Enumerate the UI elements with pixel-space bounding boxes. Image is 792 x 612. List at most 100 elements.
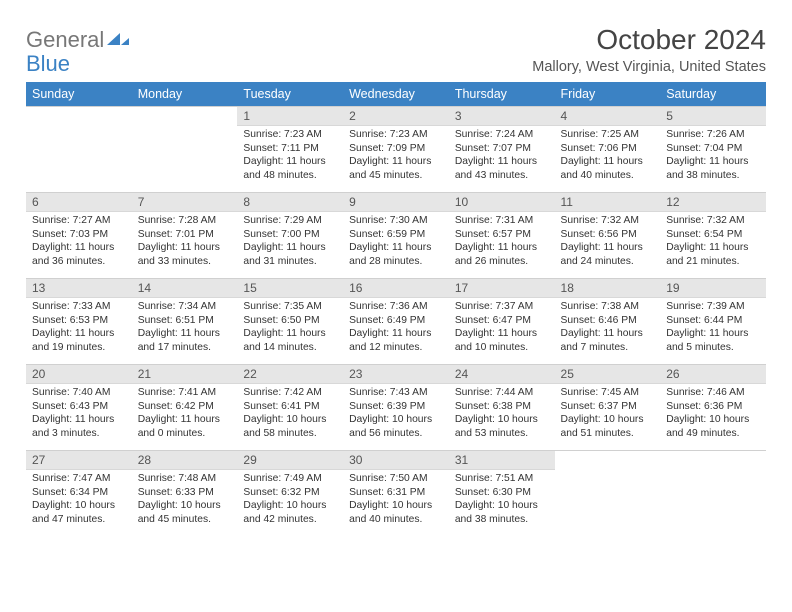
day-data: Sunrise: 7:46 AMSunset: 6:36 PMDaylight:… [660,384,766,444]
sunset-text: Sunset: 7:00 PM [243,228,337,242]
day-data: Sunrise: 7:35 AMSunset: 6:50 PMDaylight:… [237,298,343,358]
day-data: Sunrise: 7:44 AMSunset: 6:38 PMDaylight:… [449,384,555,444]
daylight-text-2: and 56 minutes. [349,427,443,441]
daylight-text-2: and 45 minutes. [138,513,232,527]
sunrise-text: Sunrise: 7:30 AM [349,214,443,228]
sunset-text: Sunset: 6:39 PM [349,400,443,414]
logo-mark-icon [107,34,129,51]
day-data: Sunrise: 7:24 AMSunset: 7:07 PMDaylight:… [449,126,555,186]
day-data: Sunrise: 7:23 AMSunset: 7:09 PMDaylight:… [343,126,449,186]
sunset-text: Sunset: 7:09 PM [349,142,443,156]
day-number: 27 [26,450,132,470]
sunset-text: Sunset: 6:36 PM [666,400,760,414]
logo-word2: Blue [26,51,70,76]
daylight-text-2: and 58 minutes. [243,427,337,441]
sunset-text: Sunset: 6:30 PM [455,486,549,500]
sunrise-text: Sunrise: 7:44 AM [455,386,549,400]
day-number: 1 [237,106,343,126]
day-data: Sunrise: 7:34 AMSunset: 6:51 PMDaylight:… [132,298,238,358]
calendar-cell: 5Sunrise: 7:26 AMSunset: 7:04 PMDaylight… [660,106,766,192]
daylight-text-2: and 21 minutes. [666,255,760,269]
sunrise-text: Sunrise: 7:51 AM [455,472,549,486]
day-number: 12 [660,192,766,212]
sunset-text: Sunset: 7:01 PM [138,228,232,242]
daylight-text-1: Daylight: 10 hours [561,413,655,427]
day-number: 13 [26,278,132,298]
daylight-text-1: Daylight: 11 hours [243,327,337,341]
day-number: 23 [343,364,449,384]
day-data: Sunrise: 7:32 AMSunset: 6:54 PMDaylight:… [660,212,766,272]
daylight-text-1: Daylight: 10 hours [349,413,443,427]
calendar-cell: 2Sunrise: 7:23 AMSunset: 7:09 PMDaylight… [343,106,449,192]
sunrise-text: Sunrise: 7:28 AM [138,214,232,228]
empty-cell [555,450,661,469]
calendar-cell [26,106,132,192]
sunrise-text: Sunrise: 7:48 AM [138,472,232,486]
daylight-text-2: and 3 minutes. [32,427,126,441]
daylight-text-2: and 49 minutes. [666,427,760,441]
sunrise-text: Sunrise: 7:45 AM [561,386,655,400]
day-header: Wednesday [343,82,449,106]
daylight-text-2: and 48 minutes. [243,169,337,183]
calendar-cell: 9Sunrise: 7:30 AMSunset: 6:59 PMDaylight… [343,192,449,278]
calendar-table: SundayMondayTuesdayWednesdayThursdayFrid… [26,82,766,536]
daylight-text-1: Daylight: 11 hours [138,327,232,341]
sunset-text: Sunset: 7:07 PM [455,142,549,156]
day-number: 17 [449,278,555,298]
day-data: Sunrise: 7:31 AMSunset: 6:57 PMDaylight:… [449,212,555,272]
day-data: Sunrise: 7:23 AMSunset: 7:11 PMDaylight:… [237,126,343,186]
day-number: 4 [555,106,661,126]
sunset-text: Sunset: 6:51 PM [138,314,232,328]
calendar-week-row: 6Sunrise: 7:27 AMSunset: 7:03 PMDaylight… [26,192,766,278]
calendar-cell: 15Sunrise: 7:35 AMSunset: 6:50 PMDayligh… [237,278,343,364]
day-data: Sunrise: 7:37 AMSunset: 6:47 PMDaylight:… [449,298,555,358]
logo: General Blue [26,24,129,76]
daylight-text-2: and 10 minutes. [455,341,549,355]
sunset-text: Sunset: 6:54 PM [666,228,760,242]
daylight-text-2: and 0 minutes. [138,427,232,441]
sunset-text: Sunset: 6:42 PM [138,400,232,414]
sunset-text: Sunset: 6:47 PM [455,314,549,328]
sunrise-text: Sunrise: 7:25 AM [561,128,655,142]
daylight-text-2: and 28 minutes. [349,255,443,269]
calendar-week-row: 27Sunrise: 7:47 AMSunset: 6:34 PMDayligh… [26,450,766,536]
sunset-text: Sunset: 6:57 PM [455,228,549,242]
calendar-cell: 18Sunrise: 7:38 AMSunset: 6:46 PMDayligh… [555,278,661,364]
calendar-cell [555,450,661,536]
day-data: Sunrise: 7:40 AMSunset: 6:43 PMDaylight:… [26,384,132,444]
daylight-text-2: and 43 minutes. [455,169,549,183]
day-number: 7 [132,192,238,212]
calendar-cell [660,450,766,536]
calendar-week-row: 13Sunrise: 7:33 AMSunset: 6:53 PMDayligh… [26,278,766,364]
sunset-text: Sunset: 6:44 PM [666,314,760,328]
day-number: 5 [660,106,766,126]
sunset-text: Sunset: 7:06 PM [561,142,655,156]
sunrise-text: Sunrise: 7:26 AM [666,128,760,142]
sunset-text: Sunset: 6:34 PM [32,486,126,500]
sunrise-text: Sunrise: 7:50 AM [349,472,443,486]
sunset-text: Sunset: 6:43 PM [32,400,126,414]
daylight-text-2: and 31 minutes. [243,255,337,269]
day-data: Sunrise: 7:28 AMSunset: 7:01 PMDaylight:… [132,212,238,272]
day-data: Sunrise: 7:49 AMSunset: 6:32 PMDaylight:… [237,470,343,530]
day-number: 3 [449,106,555,126]
calendar-cell: 30Sunrise: 7:50 AMSunset: 6:31 PMDayligh… [343,450,449,536]
day-number: 20 [26,364,132,384]
daylight-text-1: Daylight: 11 hours [349,327,443,341]
day-header: Tuesday [237,82,343,106]
page-title: October 2024 [532,24,766,56]
calendar-cell: 31Sunrise: 7:51 AMSunset: 6:30 PMDayligh… [449,450,555,536]
day-header: Monday [132,82,238,106]
sunrise-text: Sunrise: 7:46 AM [666,386,760,400]
sunrise-text: Sunrise: 7:35 AM [243,300,337,314]
calendar-cell: 20Sunrise: 7:40 AMSunset: 6:43 PMDayligh… [26,364,132,450]
calendar-cell: 7Sunrise: 7:28 AMSunset: 7:01 PMDaylight… [132,192,238,278]
daylight-text-1: Daylight: 10 hours [243,413,337,427]
day-number: 31 [449,450,555,470]
sunset-text: Sunset: 6:49 PM [349,314,443,328]
daylight-text-2: and 26 minutes. [455,255,549,269]
calendar-cell: 17Sunrise: 7:37 AMSunset: 6:47 PMDayligh… [449,278,555,364]
header: General Blue October 2024 Mallory, West … [26,24,766,76]
calendar-cell: 21Sunrise: 7:41 AMSunset: 6:42 PMDayligh… [132,364,238,450]
sunrise-text: Sunrise: 7:36 AM [349,300,443,314]
